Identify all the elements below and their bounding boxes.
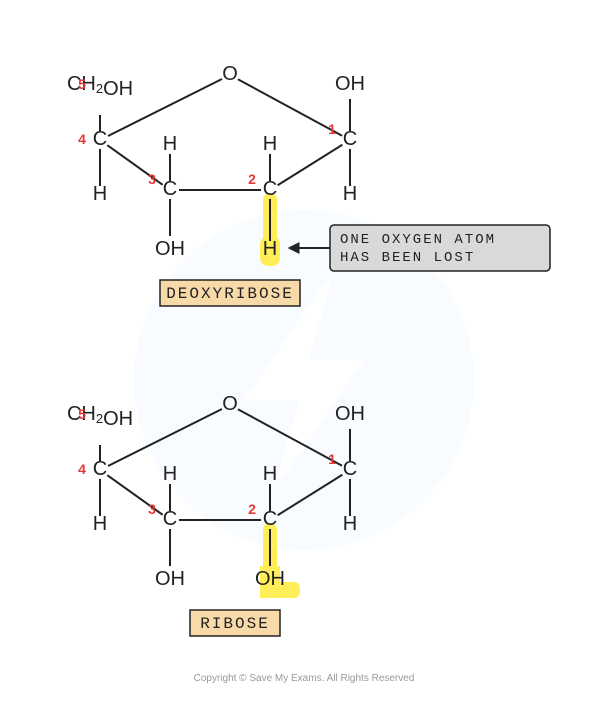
atom-ribose-C3: C [163,508,177,530]
atom-ribose-H1: H [343,513,357,535]
atom-ribose-H4: H [93,513,107,535]
atom-deoxyribose-H1: H [343,183,357,205]
carbon-number-3: 3 [148,501,156,517]
atom-ribose-C1: C [343,458,357,480]
carbon-number-2: 2 [248,501,256,517]
atom-deoxyribose-OH3: OH [155,238,185,260]
title-label-ribose: RIBOSE [200,615,270,633]
atom-ribose-OH1: OH [335,403,365,425]
diagram-canvas: OC1C2C3C4CH2OH5OHHHHHOHHDEOXYRIBOSEONE O… [0,0,608,705]
atom-ribose-C4: C [93,458,107,480]
carbon-number-3: 3 [148,171,156,187]
atom-ribose-sub2: OH [255,568,285,590]
atom-ribose-H2: H [263,463,277,485]
atom-deoxyribose-C3: C [163,178,177,200]
atom-deoxyribose-H4: H [93,183,107,205]
carbon-number-1: 1 [328,451,336,467]
carbon-number-1: 1 [328,121,336,137]
atom-deoxyribose-OH1: OH [335,73,365,95]
atom-ribose-H3: H [163,463,177,485]
atom-deoxyribose-O_ring: O [222,63,238,85]
atom-deoxyribose-C4: C [93,128,107,150]
atom-deoxyribose-CH2OH: CH2OH [67,73,133,100]
bond-C1-C2 [278,145,343,185]
atom-deoxyribose-sub2: H [263,238,277,260]
copyright-text: Copyright © Save My Exams. All Rights Re… [194,673,415,684]
carbon-number-4: 4 [78,131,86,147]
atom-ribose-O_ring: O [222,393,238,415]
atom-deoxyribose-C2: C [263,178,277,200]
carbon-number-2: 2 [248,171,256,187]
carbon-number-5: 5 [78,406,86,422]
atom-deoxyribose-H3: H [163,133,177,155]
atom-deoxyribose-C1: C [343,128,357,150]
callout-line-1: HAS BEEN LOST [340,250,475,266]
atom-deoxyribose-H2: H [263,133,277,155]
title-label-deoxyribose: DEOXYRIBOSE [166,285,294,303]
carbon-number-4: 4 [78,461,86,477]
atom-ribose-CH2OH: CH2OH [67,403,133,430]
carbon-number-5: 5 [78,76,86,92]
atom-ribose-C2: C [263,508,277,530]
bond-O_ring-C1 [238,79,342,135]
atom-ribose-OH3: OH [155,568,185,590]
callout-line-0: ONE OXYGEN ATOM [340,232,496,248]
